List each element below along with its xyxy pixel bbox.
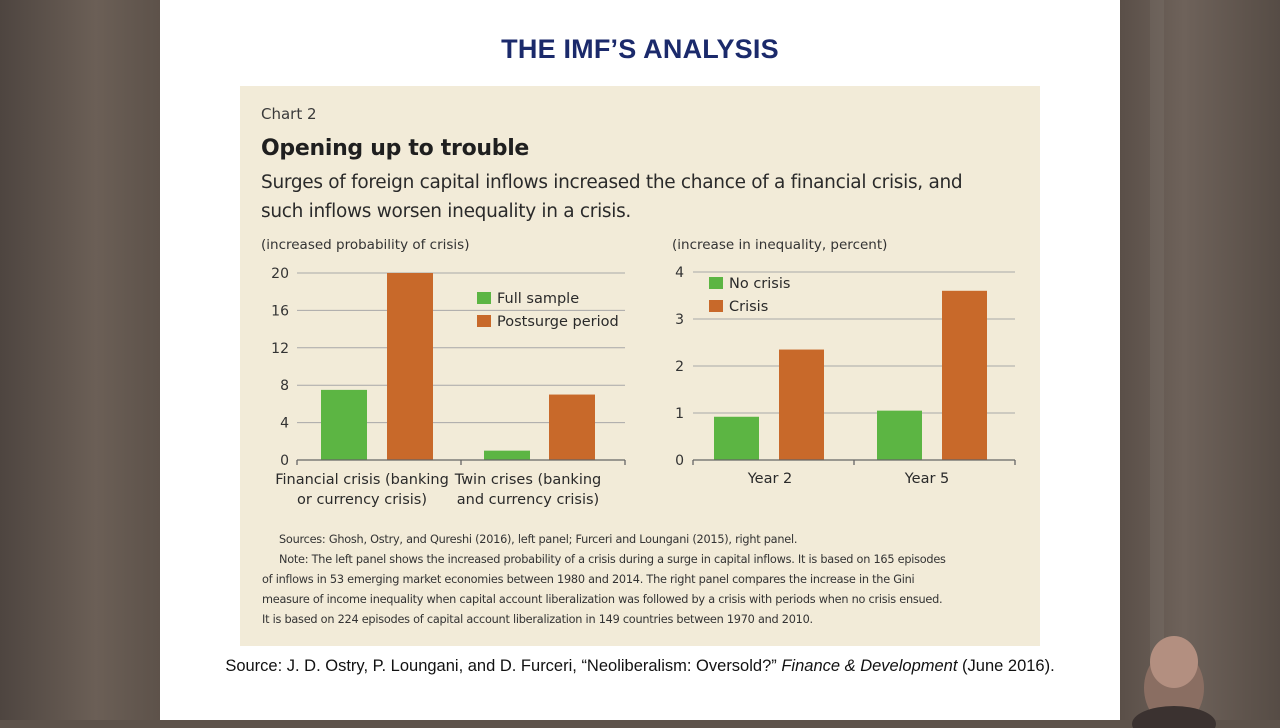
- left-ytick-label: 20: [271, 266, 289, 282]
- right-ytick-label: 0: [675, 453, 684, 469]
- source-journal: Finance & Development: [781, 657, 958, 675]
- source-prefix: Source: J. D. Ostry, P. Loungani, and D.…: [225, 657, 782, 675]
- left-ytick-label: 0: [280, 453, 289, 469]
- right-legend-label: No crisis: [729, 276, 790, 292]
- left-ytick-label: 12: [271, 341, 289, 357]
- slide: THE IMF’S ANALYSIS Chart 2 Opening up to…: [160, 0, 1120, 720]
- left-bar-green: [484, 450, 530, 460]
- right-ytick-label: 2: [675, 359, 684, 375]
- notes-sources: Sources: Ghosh, Ostry, and Qureshi (2016…: [279, 533, 798, 546]
- figure-panel: Chart 2 Opening up to trouble Surges of …: [240, 86, 1040, 646]
- background-left-wall: [0, 0, 160, 720]
- right-bar-green: [714, 416, 759, 460]
- notes-line-4: It is based on 224 episodes of capital a…: [262, 613, 813, 626]
- figure-subtitle-line-2: such inflows worsen inequality in a cris…: [261, 201, 631, 222]
- wall-strip: [1150, 0, 1164, 720]
- left-bar-green: [321, 389, 367, 460]
- background-right-wall: [1120, 0, 1280, 720]
- source-suffix: (June 2016).: [957, 657, 1055, 675]
- figure-notes: Sources: Ghosh, Ostry, and Qureshi (2016…: [262, 530, 1032, 630]
- notes-line-3: measure of income inequality when capita…: [262, 593, 943, 606]
- left-category-label: or currency crisis): [297, 492, 427, 508]
- right-bar-orange: [779, 349, 824, 460]
- right-bar-orange: [942, 290, 987, 460]
- right-bar-green: [877, 410, 922, 460]
- right-legend-swatch: [709, 277, 723, 289]
- left-legend-swatch: [477, 315, 491, 327]
- left-legend-swatch: [477, 292, 491, 304]
- figure-kicker: Chart 2: [261, 105, 317, 123]
- right-ytick-label: 1: [675, 406, 684, 422]
- left-ytick-label: 4: [280, 416, 289, 432]
- right-ylabel: (increase in inequality, percent): [672, 237, 887, 253]
- right-ytick-label: 3: [675, 312, 684, 328]
- left-ytick-label: 16: [271, 303, 289, 319]
- charts-svg: (increased probability of crisis)0481216…: [261, 237, 1016, 508]
- left-bar-orange: [387, 273, 433, 460]
- left-category-label: and currency crisis): [457, 492, 599, 508]
- figure-title: Opening up to trouble: [261, 136, 530, 161]
- notes-line-2: of inflows in 53 emerging market economi…: [262, 573, 915, 586]
- right-legend-swatch: [709, 300, 723, 312]
- right-ytick-label: 4: [675, 265, 684, 281]
- left-category-label: Financial crisis (banking: [275, 472, 449, 488]
- slide-title: THE IMF’S ANALYSIS: [501, 34, 779, 64]
- left-legend-label: Postsurge period: [497, 314, 619, 330]
- left-legend-label: Full sample: [497, 291, 579, 307]
- figure-subtitle: Surges of foreign capital inflows increa…: [261, 168, 1001, 226]
- right-category-label: Year 5: [904, 471, 950, 487]
- left-ytick-label: 8: [280, 378, 289, 394]
- speaker-video: [1132, 636, 1216, 728]
- notes-line-1: Note: The left panel shows the increased…: [279, 553, 946, 566]
- right-legend-label: Crisis: [729, 299, 768, 315]
- left-ylabel: (increased probability of crisis): [261, 237, 469, 253]
- left-category-label: Twin crises (banking: [454, 472, 602, 488]
- slide-source: Source: J. D. Ostry, P. Loungani, and D.…: [160, 657, 1120, 676]
- left-bar-orange: [549, 394, 595, 460]
- figure-subtitle-line-1: Surges of foreign capital inflows increa…: [261, 172, 963, 193]
- right-category-label: Year 2: [747, 471, 793, 487]
